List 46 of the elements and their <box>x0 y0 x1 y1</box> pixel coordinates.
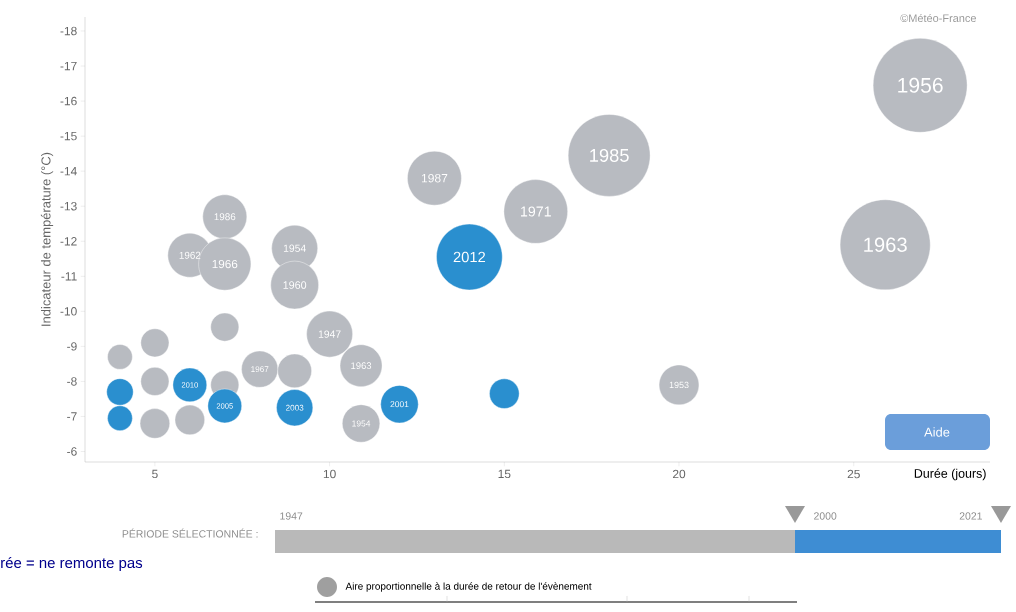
y-tick-label: -6 <box>67 447 77 456</box>
annotation: 1960 <box>283 281 307 289</box>
text: 2000 <box>814 512 837 520</box>
annotation: 1963 <box>864 237 907 252</box>
annotation: 1953 <box>669 381 689 389</box>
y-axis-title: Indicateur de température (°C) <box>40 152 54 326</box>
annotation: Aide <box>924 427 950 437</box>
annotation: ©Météo-France <box>900 13 976 23</box>
text: rée = ne remonte pas <box>1 556 143 572</box>
annotation: 1987 <box>421 173 448 183</box>
text: 1947 <box>280 512 303 520</box>
annotation: 1971 <box>520 206 551 217</box>
annotation: 1967 <box>251 366 269 373</box>
x-tick-label: 5 <box>152 469 158 479</box>
y-tick-label: -15 <box>60 131 77 141</box>
x-tick-label: 20 <box>672 469 686 479</box>
y-tick-label: -12 <box>60 237 77 246</box>
y-tick-label: -8 <box>67 377 77 386</box>
x-tick-label: 10 <box>323 469 336 479</box>
annotation: 1947 <box>318 330 341 338</box>
y-tick-label: -13 <box>60 201 77 211</box>
annotation: 1956 <box>898 77 943 93</box>
y-tick-label: -16 <box>60 96 77 106</box>
annotation: 1986 <box>214 213 236 221</box>
y-tick-label: -10 <box>60 307 77 316</box>
annotation: 1985 <box>590 148 629 162</box>
y-tick-label: -14 <box>60 167 77 176</box>
x-axis-title: Durée (jours) <box>914 468 986 481</box>
x-tick-label: 15 <box>498 469 511 479</box>
annotation: 1962 <box>179 251 201 259</box>
y-tick-label: -7 <box>67 412 77 421</box>
annotation: 2001 <box>390 401 409 408</box>
y-tick-label: -18 <box>60 26 77 36</box>
x-tick-label: 25 <box>847 469 860 479</box>
annotation: 1966 <box>212 259 238 269</box>
annotation: 1954 <box>283 244 306 252</box>
annotation: 2003 <box>285 404 304 411</box>
text: PÉRIODE SÉLECTIONNÉE : <box>122 528 258 538</box>
annotation: 1954 <box>352 420 371 427</box>
y-tick-label: -9 <box>67 342 77 351</box>
text: 2021 <box>959 512 982 520</box>
y-tick-label: -17 <box>60 61 77 71</box>
text: Aire proportionnelle à la durée de retour de l'évènement <box>345 582 592 592</box>
annotation: 1963 <box>351 362 372 369</box>
y-tick-label: -11 <box>61 272 77 281</box>
annotation: 2012 <box>453 251 486 263</box>
